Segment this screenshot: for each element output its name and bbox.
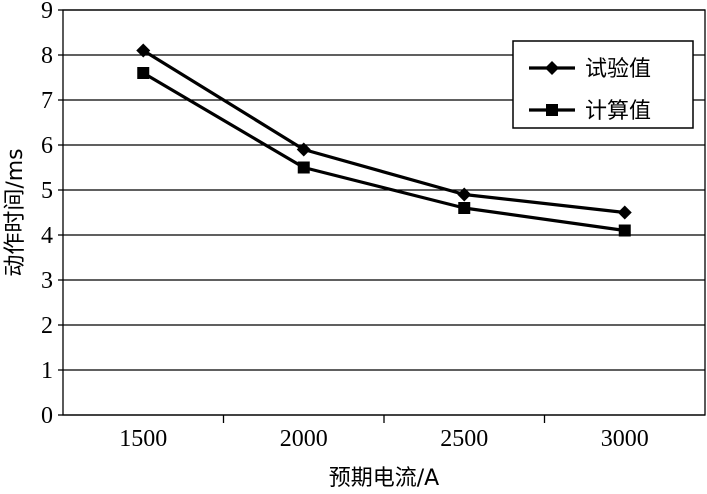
x-tick-label: 3000 <box>601 426 649 452</box>
data-point <box>296 142 311 157</box>
x-axis-ticks: 1500 2000 2500 3000 <box>119 415 649 452</box>
data-point <box>457 187 472 202</box>
y-tick-label: 4 <box>41 223 53 249</box>
legend-label: 计算值 <box>585 99 651 124</box>
y-tick-label: 1 <box>41 358 53 384</box>
y-tick-label: 0 <box>41 403 53 429</box>
series-line <box>142 49 625 215</box>
series-1 <box>136 43 632 220</box>
x-tick-label: 1500 <box>119 426 167 452</box>
y-tick-label: 8 <box>41 43 53 69</box>
data-point <box>617 205 632 220</box>
x-tick-label: 2500 <box>440 426 488 452</box>
legend-item: 试验值 <box>529 57 651 82</box>
legend-marker <box>546 104 558 116</box>
legend-item: 计算值 <box>529 99 651 124</box>
x-tick-label: 2000 <box>280 426 328 452</box>
series-group <box>136 43 632 237</box>
y-axis-title: 动作时间/ms <box>3 148 28 276</box>
y-tick-label: 2 <box>41 313 53 339</box>
series-2 <box>137 67 631 237</box>
data-point <box>297 161 310 174</box>
x-axis-title: 预期电流/A <box>329 466 439 491</box>
legend-box <box>512 40 694 129</box>
data-point <box>136 43 151 58</box>
y-axis-ticks: 0 1 2 3 4 5 6 7 8 9 <box>41 0 63 429</box>
y-tick-label: 5 <box>41 178 53 204</box>
data-point <box>458 202 471 214</box>
data-point <box>137 67 150 79</box>
y-tick-label: 7 <box>41 88 53 114</box>
legend-label: 试验值 <box>585 57 651 82</box>
series-line <box>142 71 625 233</box>
y-tick-label: 3 <box>41 268 53 294</box>
legend-marker <box>545 61 559 75</box>
y-tick-label: 6 <box>41 133 53 159</box>
y-tick-label: 9 <box>41 0 53 24</box>
data-point <box>618 224 631 237</box>
